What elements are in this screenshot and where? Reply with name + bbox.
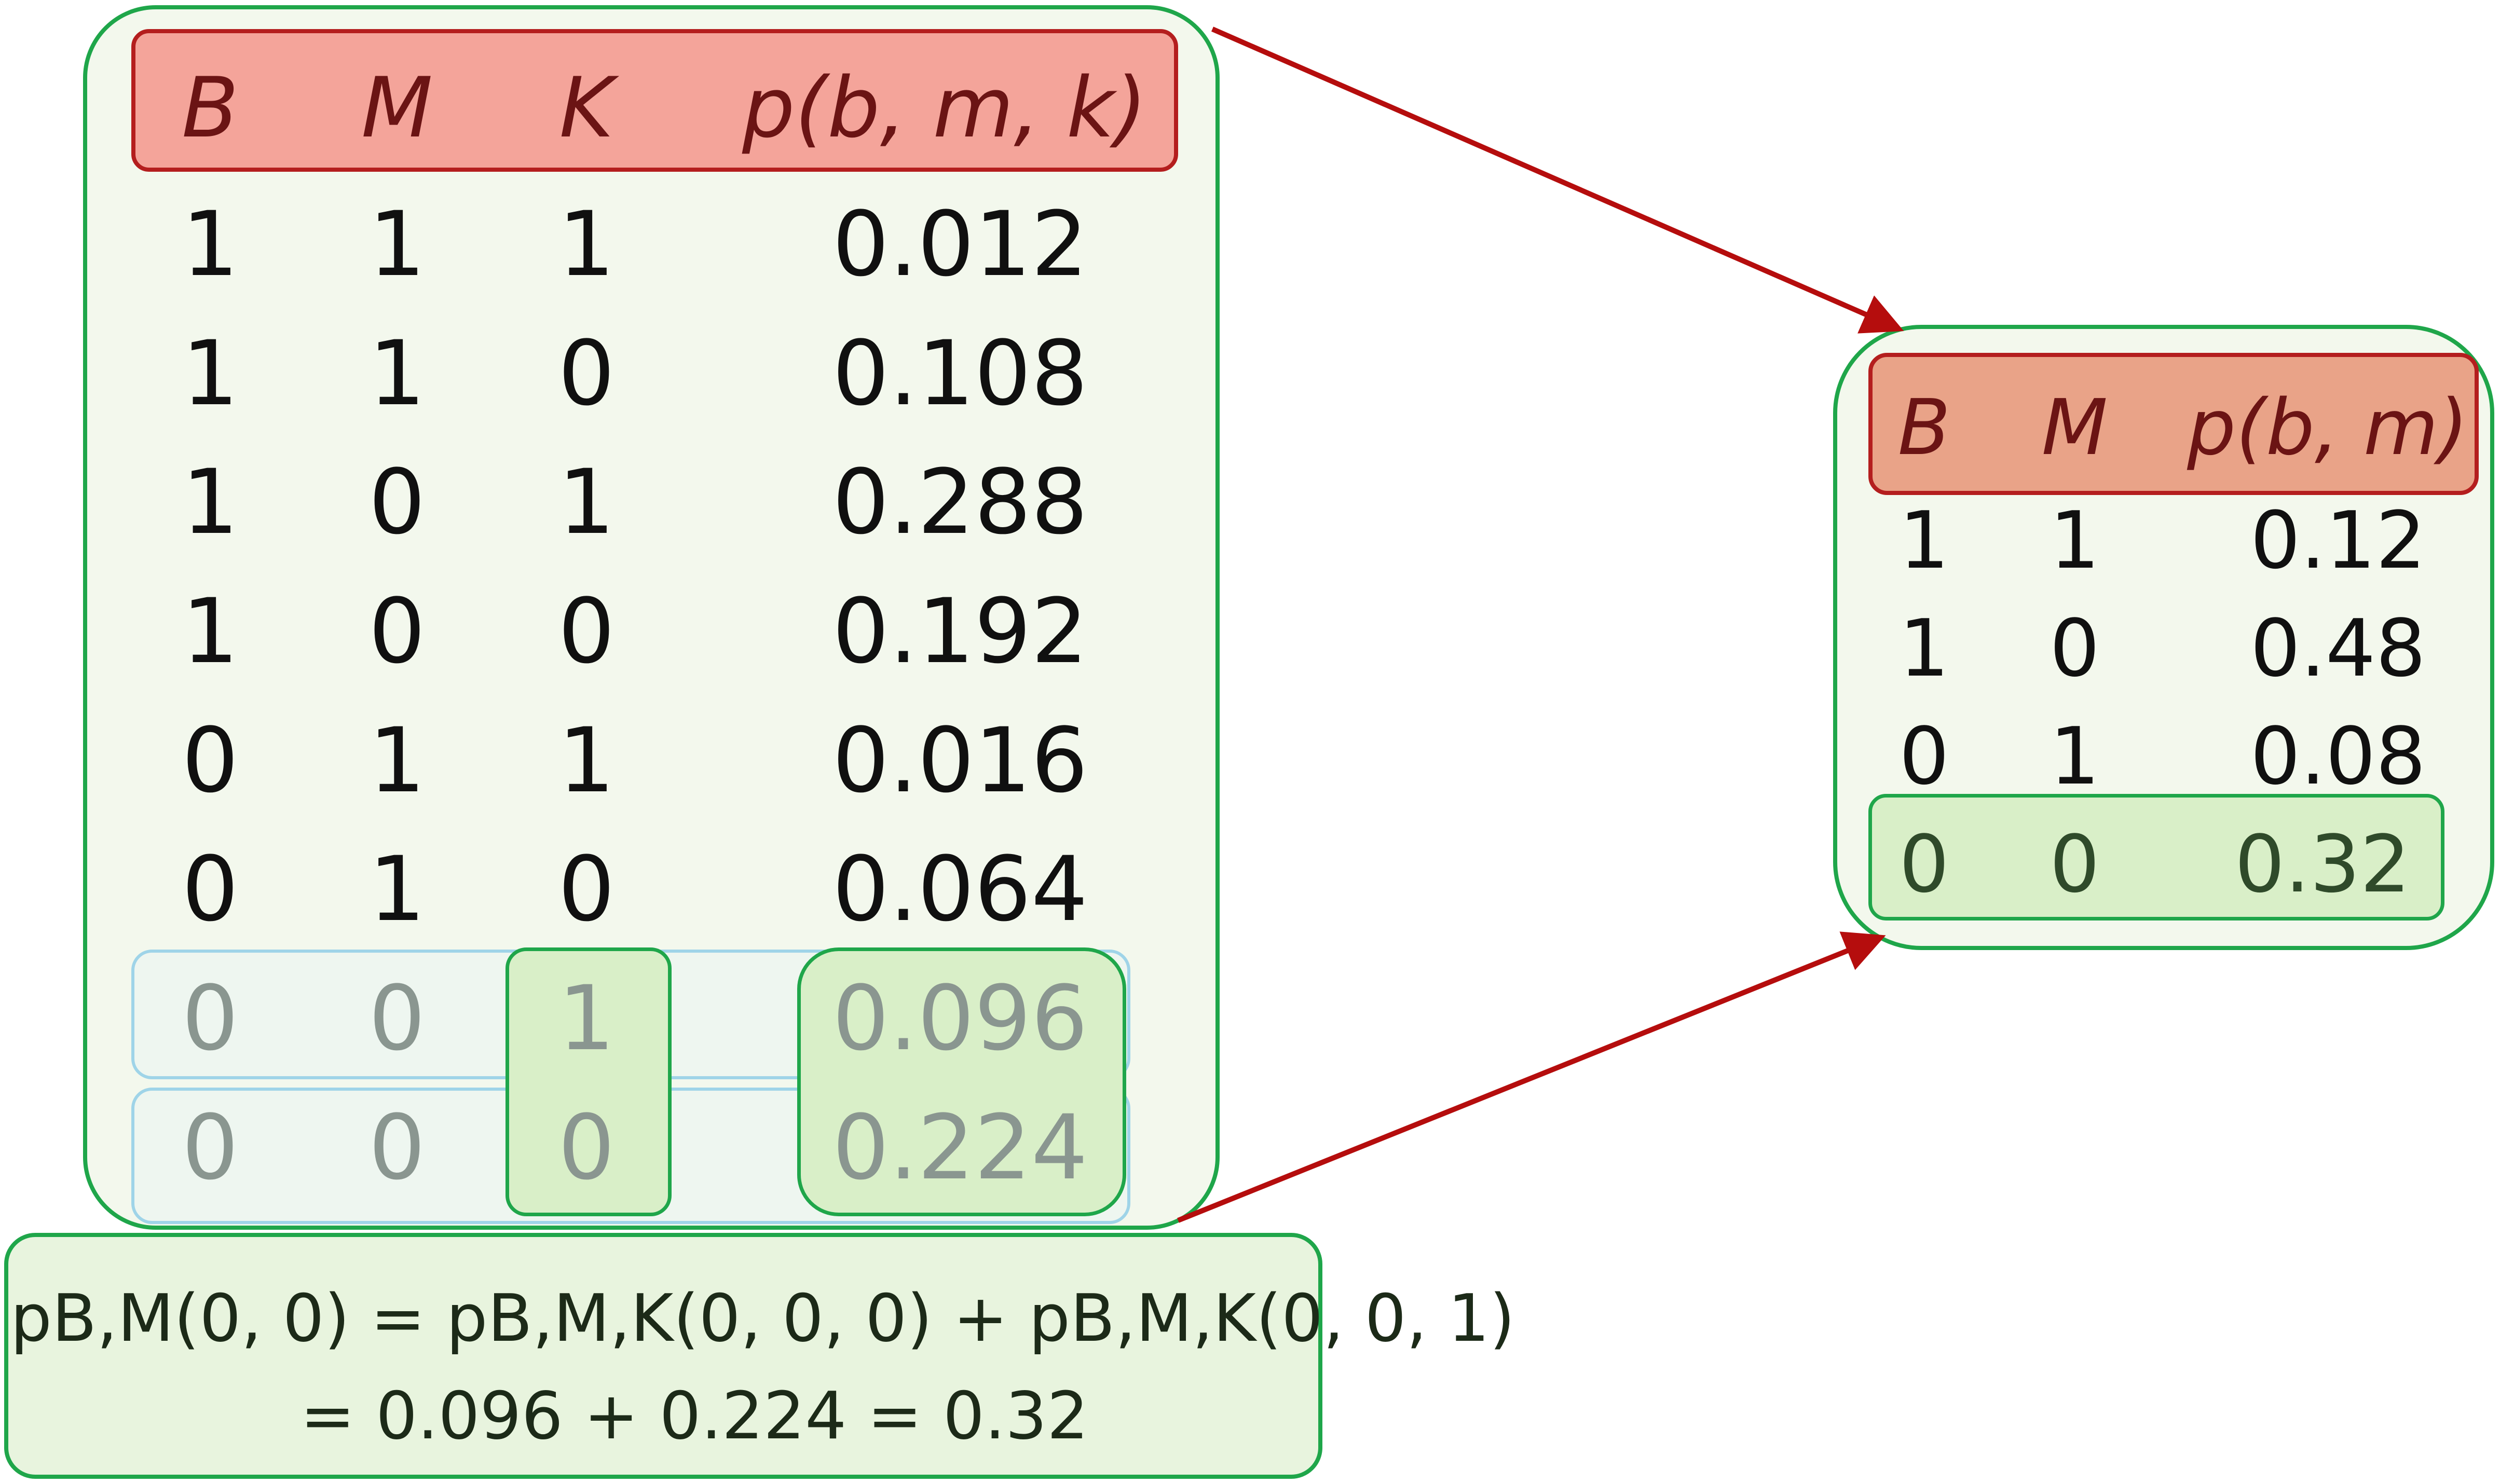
m-cell-m-r2: 1 (2050, 710, 2100, 802)
cell-m-r4: 1 (368, 708, 426, 813)
m-cell-m-r1: 0 (2050, 602, 2100, 694)
marginal-header-b: B (1897, 383, 1951, 472)
cell-m-r0: 1 (368, 192, 426, 296)
source-table-header (131, 29, 1178, 172)
cell-b-r4: 0 (182, 708, 239, 813)
k-column-highlight (506, 947, 672, 1216)
cell-m-r6: 0 (368, 966, 426, 1070)
cell-k-r0: 1 (558, 192, 615, 296)
cell-k-r1: 0 (558, 321, 615, 425)
cell-b-r2: 1 (182, 450, 239, 554)
cell-p-r0: 0.012 (832, 192, 1088, 296)
cell-b-r6: 0 (182, 966, 239, 1070)
marginal-header-m: M (2041, 383, 2108, 472)
m-cell-m-r3: 0 (2050, 818, 2100, 910)
marginal-table-header (1868, 353, 2479, 495)
header-k: K (559, 59, 614, 156)
cell-b-r0: 1 (182, 192, 239, 296)
cell-b-r5: 0 (182, 837, 239, 941)
cell-m-r2: 0 (368, 450, 426, 554)
header-p: p(b, m, k) (742, 59, 1147, 156)
m-cell-p-r0: 0.12 (2250, 494, 2426, 586)
m-cell-b-r1: 1 (1899, 602, 1949, 694)
m-cell-b-r3: 0 (1899, 818, 1949, 910)
m-cell-m-r0: 1 (2050, 494, 2100, 586)
cell-m-r3: 0 (368, 579, 426, 683)
cell-p-r1: 0.108 (832, 321, 1088, 425)
cell-p-r5: 0.064 (832, 837, 1088, 941)
cell-b-r1: 1 (182, 321, 239, 425)
cell-m-r5: 1 (368, 837, 426, 941)
arrow-from-formula (1177, 931, 1886, 1223)
cell-p-r6: 0.096 (832, 966, 1088, 1070)
cell-p-r3: 0.192 (832, 579, 1088, 683)
header-m: M (361, 59, 433, 156)
cell-k-r7: 0 (558, 1095, 615, 1200)
arrow-to-header (1211, 26, 1904, 334)
cell-b-r3: 1 (182, 579, 239, 683)
cell-k-r3: 0 (558, 579, 615, 683)
cell-k-r4: 1 (558, 708, 615, 813)
cell-p-r4: 0.016 (832, 708, 1088, 813)
formula-box (4, 1233, 1322, 1479)
m-cell-p-r2: 0.08 (2250, 710, 2426, 802)
header-b: B (182, 59, 239, 156)
cell-m-r7: 0 (368, 1095, 426, 1200)
cell-k-r5: 0 (558, 837, 615, 941)
cell-m-r1: 1 (368, 321, 426, 425)
marginal-header-p: p(b, m) (2187, 383, 2468, 472)
marginal-row-highlight (1868, 794, 2444, 920)
cell-b-r7: 0 (182, 1095, 239, 1200)
m-cell-b-r2: 0 (1899, 710, 1949, 802)
cell-k-r2: 1 (558, 450, 615, 554)
m-cell-b-r0: 1 (1899, 494, 1949, 586)
cell-p-r7: 0.224 (832, 1095, 1088, 1200)
cell-p-r2: 0.288 (832, 450, 1088, 554)
m-cell-p-r1: 0.48 (2250, 602, 2426, 694)
formula-line-1: pB,M(0, 0) = pB,M,K(0, 0, 0) + pB,M,K(0,… (10, 1280, 1515, 1356)
m-cell-p-r3: 0.32 (2234, 818, 2411, 910)
formula-line-2: = 0.096 + 0.224 = 0.32 (300, 1378, 1089, 1454)
cell-k-r6: 1 (558, 966, 615, 1070)
p-column-highlight (797, 947, 1126, 1216)
